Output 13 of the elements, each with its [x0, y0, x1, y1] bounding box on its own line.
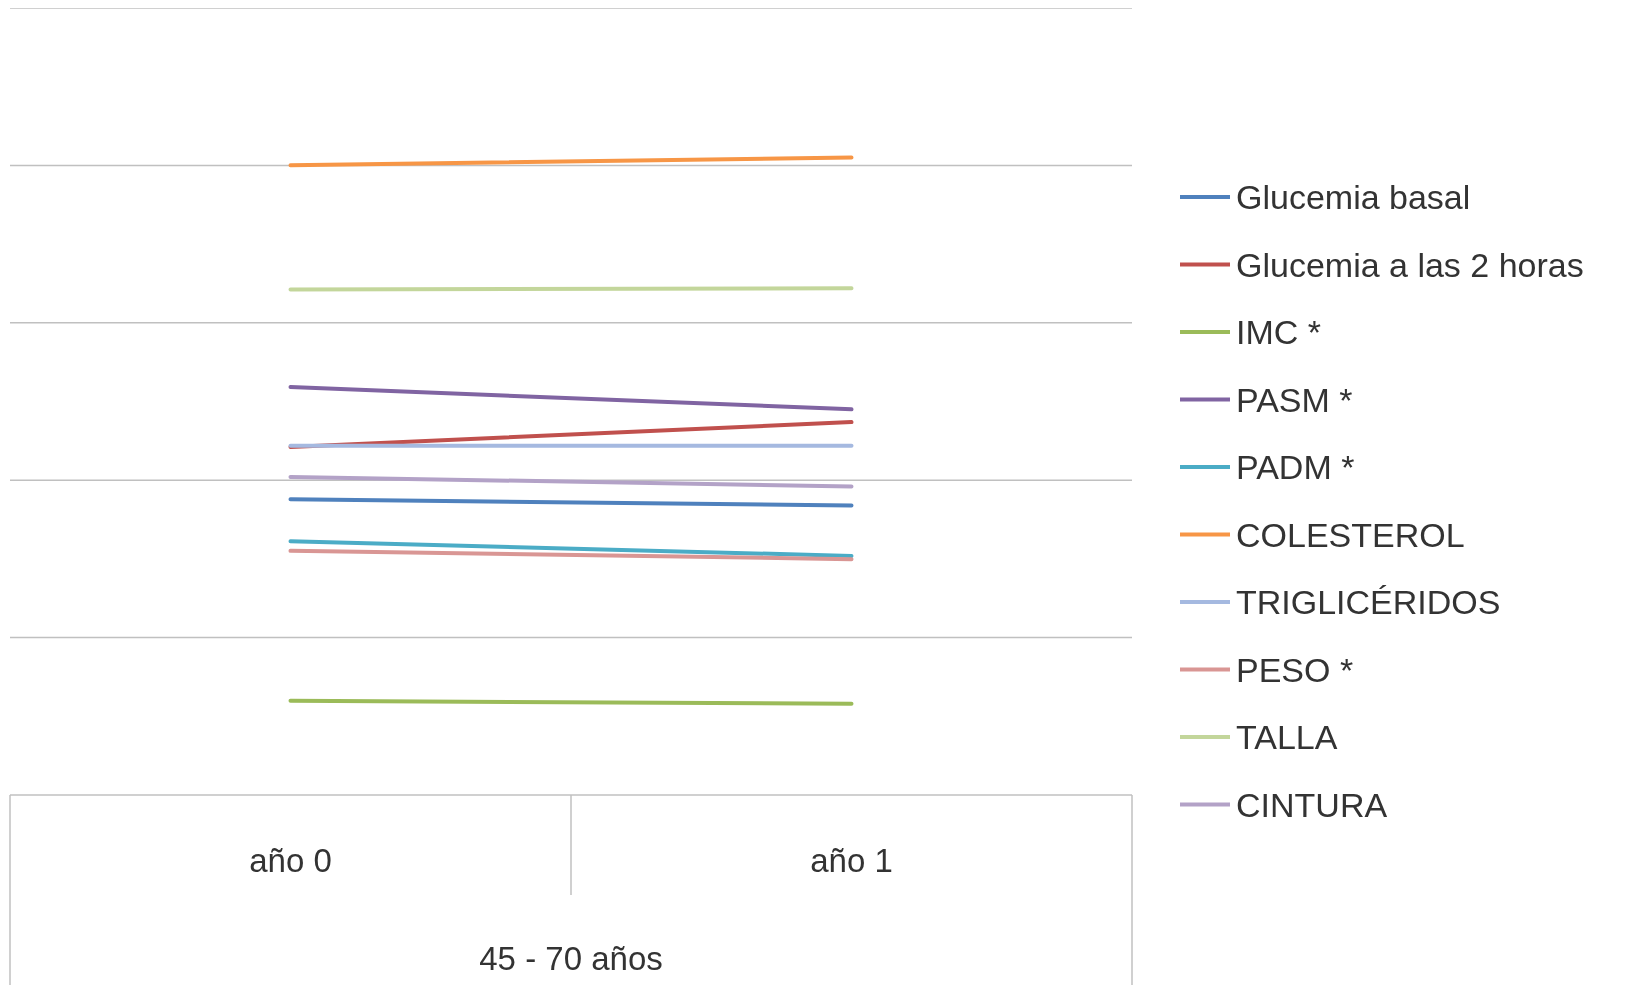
legend-label: TRIGLICÉRIDOS — [1236, 583, 1501, 621]
legend-label: PASM * — [1236, 380, 1353, 419]
legend-label: Glucemia basal — [1236, 178, 1471, 216]
x-axis-title: 45 - 70 años — [479, 940, 663, 977]
legend-label: TALLA — [1236, 718, 1338, 756]
legend-label: PESO * — [1236, 650, 1354, 689]
legend-label: CINTURA — [1236, 785, 1388, 824]
legend-label: PADM * — [1236, 448, 1355, 486]
x-tick-label: año 1 — [810, 842, 893, 879]
legend-label: COLESTEROL — [1236, 515, 1465, 554]
legend-label: IMC * — [1236, 313, 1321, 351]
legend-label: Glucemia a las 2 horas — [1236, 245, 1584, 284]
x-tick-label: año 0 — [249, 842, 332, 879]
